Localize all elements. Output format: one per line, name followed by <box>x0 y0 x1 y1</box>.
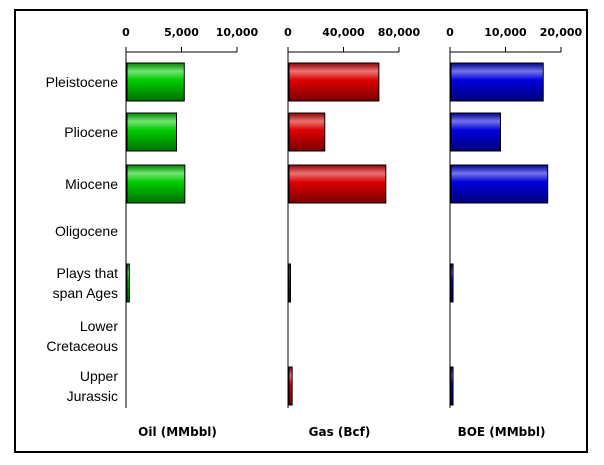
category-labels: Pleistocene Pliocene Miocene Oligocene Plays… <box>46 74 119 404</box>
tick-label: 0 <box>446 26 454 39</box>
tick-label: 10,000 <box>216 26 259 39</box>
bar <box>450 62 544 102</box>
category-label-line: Pliocene <box>64 124 118 140</box>
panel-2: 0 40,000 80,000 Gas (Bcf) <box>284 26 420 439</box>
category-label-line: Pleistocene <box>46 74 119 90</box>
panel-1: 0 5,000 10,000 Oil (MMbbl) <box>122 26 258 439</box>
tick-label: 0 <box>284 26 292 39</box>
bar <box>126 263 130 303</box>
axis-title: Gas (Bcf) <box>309 425 371 439</box>
category-label-line: Jurassic <box>67 388 118 404</box>
tick-label: 20,000 <box>540 26 583 39</box>
bar <box>126 164 186 204</box>
category-label-line: Cretaceous <box>46 338 118 354</box>
axis-title: BOE (MMbbl) <box>458 425 546 439</box>
bar <box>288 164 387 204</box>
tick-label: 10,000 <box>484 26 527 39</box>
bar <box>450 263 454 303</box>
tick-label: 40,000 <box>322 26 365 39</box>
bar <box>288 263 291 303</box>
category-label: Plays that span Ages <box>53 265 118 301</box>
bar <box>450 164 549 204</box>
category-label-line: Lower <box>80 318 118 334</box>
tick-label: 0 <box>122 26 130 39</box>
bar <box>126 112 178 152</box>
category-label: Oligocene <box>55 223 118 239</box>
bar <box>450 112 502 152</box>
category-label: Pliocene <box>64 124 118 140</box>
tick-label: 80,000 <box>378 26 421 39</box>
category-label-line: Plays that <box>57 265 119 281</box>
category-label: Upper Jurassic <box>67 368 119 404</box>
axis-title: Oil (MMbbl) <box>138 425 217 439</box>
bar <box>126 62 185 102</box>
bar <box>288 62 380 102</box>
bar <box>450 366 454 406</box>
category-label: Lower Cretaceous <box>46 318 118 354</box>
category-label-line: span Ages <box>53 285 118 301</box>
category-label: Pleistocene <box>46 74 119 90</box>
bar <box>288 366 293 406</box>
category-label-line: Upper <box>80 368 118 384</box>
bar <box>288 112 326 152</box>
panel-3: 0 10,000 20,000 BOE (MMbbl) <box>446 26 582 439</box>
category-label-line: Oligocene <box>55 223 118 239</box>
tick-label: 5,000 <box>164 26 199 39</box>
category-label: Miocene <box>65 176 118 192</box>
category-label-line: Miocene <box>65 176 118 192</box>
chart-panels: 0 5,000 10,000 Oil (MMbbl) 0 40,000 80,000 Gas … <box>122 26 582 439</box>
